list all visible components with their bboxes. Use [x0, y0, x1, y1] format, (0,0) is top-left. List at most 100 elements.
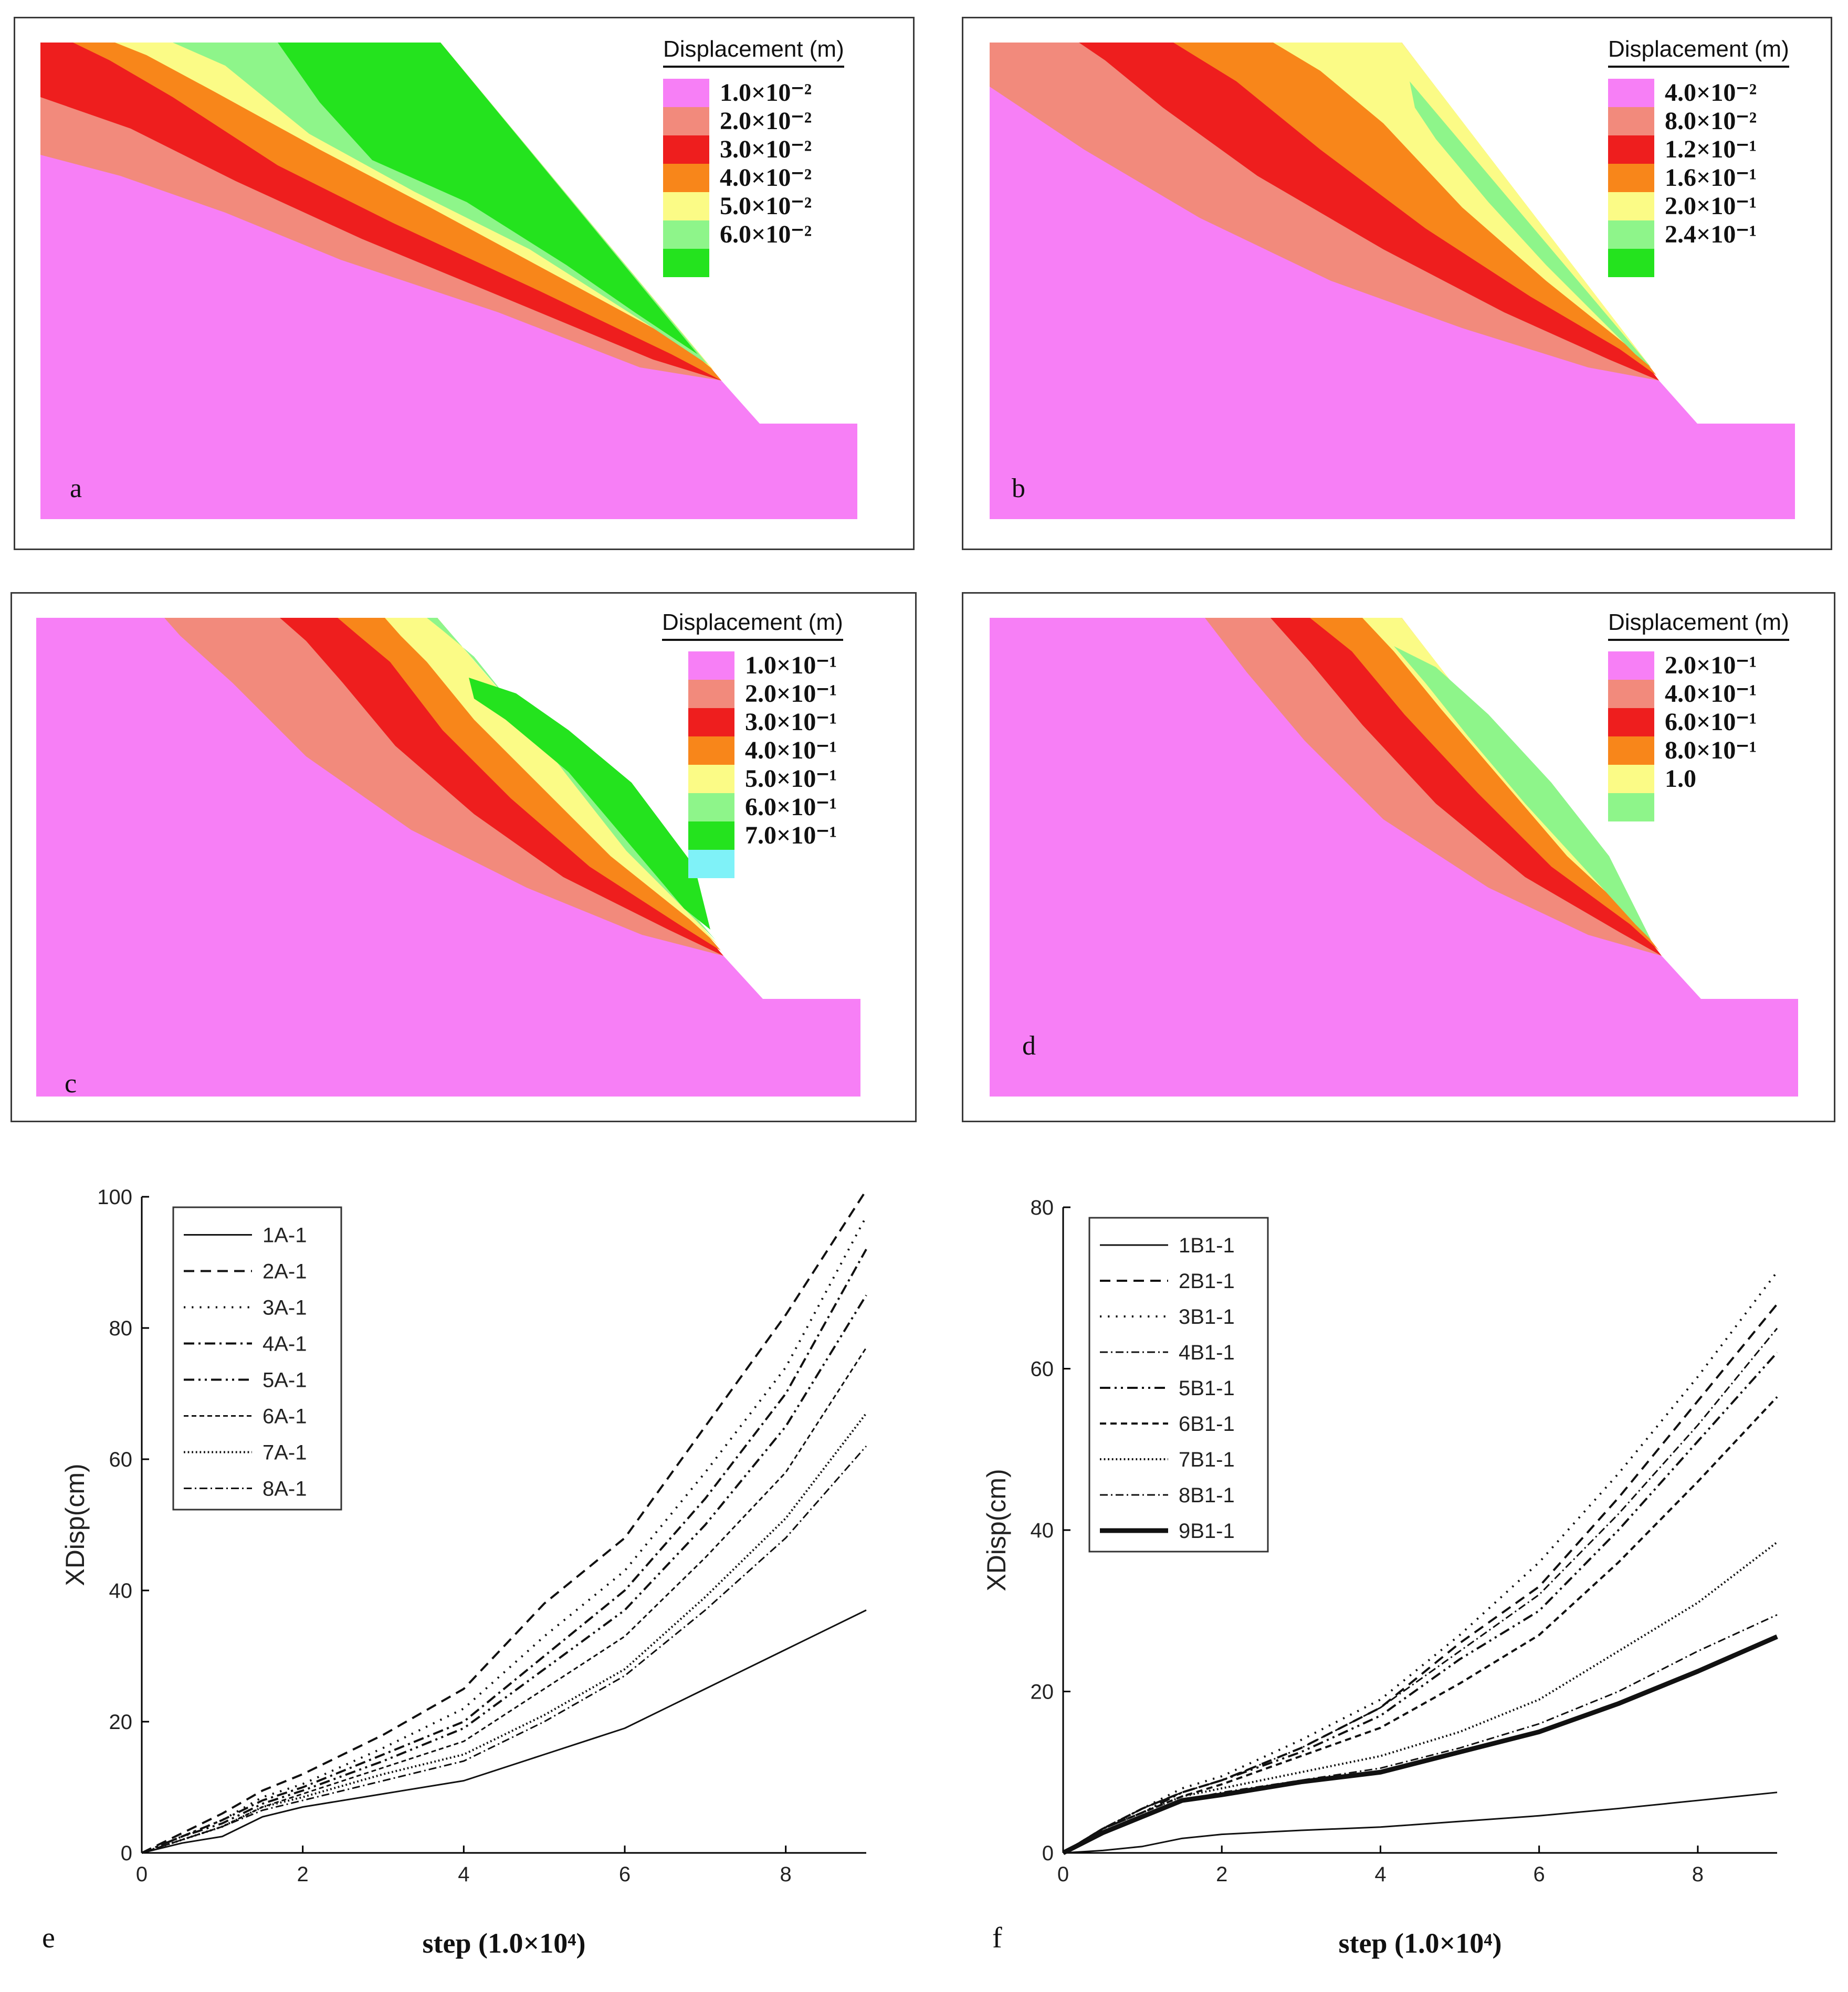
- legend-label: 5B1-1: [1179, 1377, 1235, 1400]
- legend-swatch: [663, 220, 709, 249]
- legend-item: 2.0×10⁻¹: [1608, 651, 1757, 680]
- legend-label: 3.0×10⁻²: [720, 135, 812, 163]
- legend-label: 8.0×10⁻¹: [1665, 736, 1757, 764]
- series-line: [141, 1609, 867, 1854]
- legend-label: 2.0×10⁻¹: [1665, 192, 1757, 220]
- legend-label: 1.6×10⁻¹: [1665, 164, 1757, 192]
- legend-item: 4.0×10⁻¹: [1608, 680, 1757, 708]
- legend-label: 5.0×10⁻¹: [745, 765, 837, 793]
- x-tick-label: 8: [1692, 1863, 1704, 1886]
- legend-swatch: [688, 821, 734, 850]
- legend-label: 3A-1: [262, 1297, 307, 1320]
- legend-swatch: [688, 765, 734, 793]
- series-line: [141, 1294, 867, 1854]
- legend-label: 8B1-1: [1179, 1484, 1235, 1507]
- legend-swatch: [1608, 793, 1654, 821]
- legend-item: [1608, 793, 1654, 821]
- y-tick-label: 60: [109, 1448, 133, 1471]
- panel-d: Displacement (m) 2.0×10⁻¹ 4.0×10⁻¹ 6.0×1…: [962, 592, 1835, 1122]
- legend-item: 1.0: [1608, 765, 1696, 793]
- legend-item: 1.2×10⁻¹: [1608, 135, 1757, 164]
- zone-7: [469, 678, 710, 930]
- panel-label: b: [1012, 473, 1025, 503]
- y-tick-label: 0: [1042, 1842, 1054, 1865]
- legend-label: 3.0×10⁻¹: [745, 708, 837, 736]
- series-line: [1062, 1396, 1778, 1854]
- legend-item: 6.0×10⁻¹: [1608, 708, 1757, 736]
- legend-swatch: [663, 107, 709, 135]
- legend-item: [663, 249, 709, 277]
- legend-label: 7.0×10⁻¹: [745, 821, 837, 849]
- legend-swatch: [1608, 79, 1654, 107]
- legend-item: 4.0×10⁻²: [663, 164, 812, 192]
- legend-swatch: [663, 249, 709, 277]
- legend-label: 1.0×10⁻²: [720, 79, 812, 107]
- legend-label: 2.4×10⁻¹: [1665, 220, 1757, 248]
- panel-c: Displacement (m) 1.0×10⁻¹ 2.0×10⁻¹ 3.0×1…: [10, 592, 917, 1122]
- y-axis-title: XDisp(cm): [60, 1463, 90, 1586]
- legend-swatch: [1608, 164, 1654, 192]
- x-tick-label: 2: [1216, 1863, 1227, 1886]
- legend-box: [1088, 1217, 1269, 1553]
- contour-plot-d: [990, 618, 1798, 1097]
- panel-label: a: [70, 473, 82, 503]
- legend-label: 1.2×10⁻¹: [1665, 135, 1757, 163]
- legend-label: 7A-1: [262, 1441, 307, 1464]
- zone-7: [278, 43, 698, 354]
- legend-label: 1A-1: [262, 1224, 307, 1247]
- x-tick-label: 0: [136, 1863, 148, 1886]
- legend-item: 1.0×10⁻¹: [688, 651, 837, 680]
- y-tick-label: 40: [109, 1579, 133, 1603]
- legend-label: 2.0×10⁻²: [720, 107, 812, 135]
- legend-label: 7B1-1: [1179, 1448, 1235, 1471]
- legend-label: 4B1-1: [1179, 1341, 1235, 1364]
- y-tick-label: 0: [121, 1842, 132, 1865]
- panel-label: f: [992, 1922, 1002, 1954]
- legend-item: [688, 850, 734, 878]
- zone-6: [1410, 81, 1651, 367]
- legend-item: 7.0×10⁻¹: [688, 821, 837, 850]
- legend-swatch: [1608, 135, 1654, 164]
- legend-label: 8.0×10⁻²: [1665, 107, 1757, 135]
- legend-item: 6.0×10⁻¹: [688, 793, 837, 821]
- legend-swatch: [1608, 651, 1654, 680]
- zone-4: [1173, 43, 1656, 375]
- line-chart-e: 0 20 40 60 80 100 0 2 4 6 8 XDisp(cm) step (1.0×10⁴)…: [42, 1186, 867, 1959]
- legend-item: 8.0×10⁻²: [1608, 107, 1757, 135]
- legend-label: 3B1-1: [1179, 1305, 1235, 1329]
- legend-label: 4A-1: [262, 1333, 307, 1356]
- legend-item: 1.6×10⁻¹: [1608, 164, 1757, 192]
- x-axis-title: step (1.0×10⁴): [423, 1927, 586, 1959]
- legend-swatch: [1608, 107, 1654, 135]
- series-line: [141, 1347, 867, 1854]
- legend-label: 1.0: [1665, 765, 1696, 793]
- series-line: [1063, 1327, 1778, 1854]
- panel-a: Displacement (m) 1.0×10⁻² 2.0×10⁻² 3.0×1…: [14, 17, 915, 550]
- legend-swatch: [663, 79, 709, 107]
- panel-b: Displacement (m) 4.0×10⁻² 8.0×10⁻² 1.2×1…: [962, 17, 1832, 550]
- legend-label: 6B1-1: [1179, 1413, 1235, 1436]
- series-line: [141, 1413, 867, 1854]
- legend-title: Displacement (m): [663, 36, 844, 68]
- x-tick-label: 0: [1057, 1863, 1069, 1886]
- panel-label: d: [1022, 1031, 1036, 1061]
- legend-title: Displacement (m): [1608, 36, 1789, 68]
- series-line: [141, 1189, 867, 1854]
- x-tick-label: 6: [1534, 1863, 1545, 1886]
- legend-swatch: [1608, 220, 1654, 249]
- contour-plot-c: [36, 618, 860, 1097]
- legend-swatch: [688, 850, 734, 878]
- panel-label: c: [65, 1069, 77, 1099]
- zone-6: [1394, 646, 1651, 940]
- panel-label: e: [42, 1922, 55, 1954]
- legend-swatch: [1608, 765, 1654, 793]
- legend-label: 8A-1: [262, 1478, 307, 1501]
- contour-plot-a: [40, 43, 857, 519]
- legend-label: 2.0×10⁻¹: [1665, 651, 1757, 679]
- series-line: [1062, 1352, 1778, 1854]
- legend-label: 6.0×10⁻¹: [745, 793, 837, 821]
- zone-4: [1310, 618, 1659, 951]
- legend-item: 5.0×10⁻²: [663, 192, 812, 220]
- legend-item: 8.0×10⁻¹: [1608, 736, 1757, 765]
- legend-label: 6.0×10⁻¹: [1665, 708, 1757, 736]
